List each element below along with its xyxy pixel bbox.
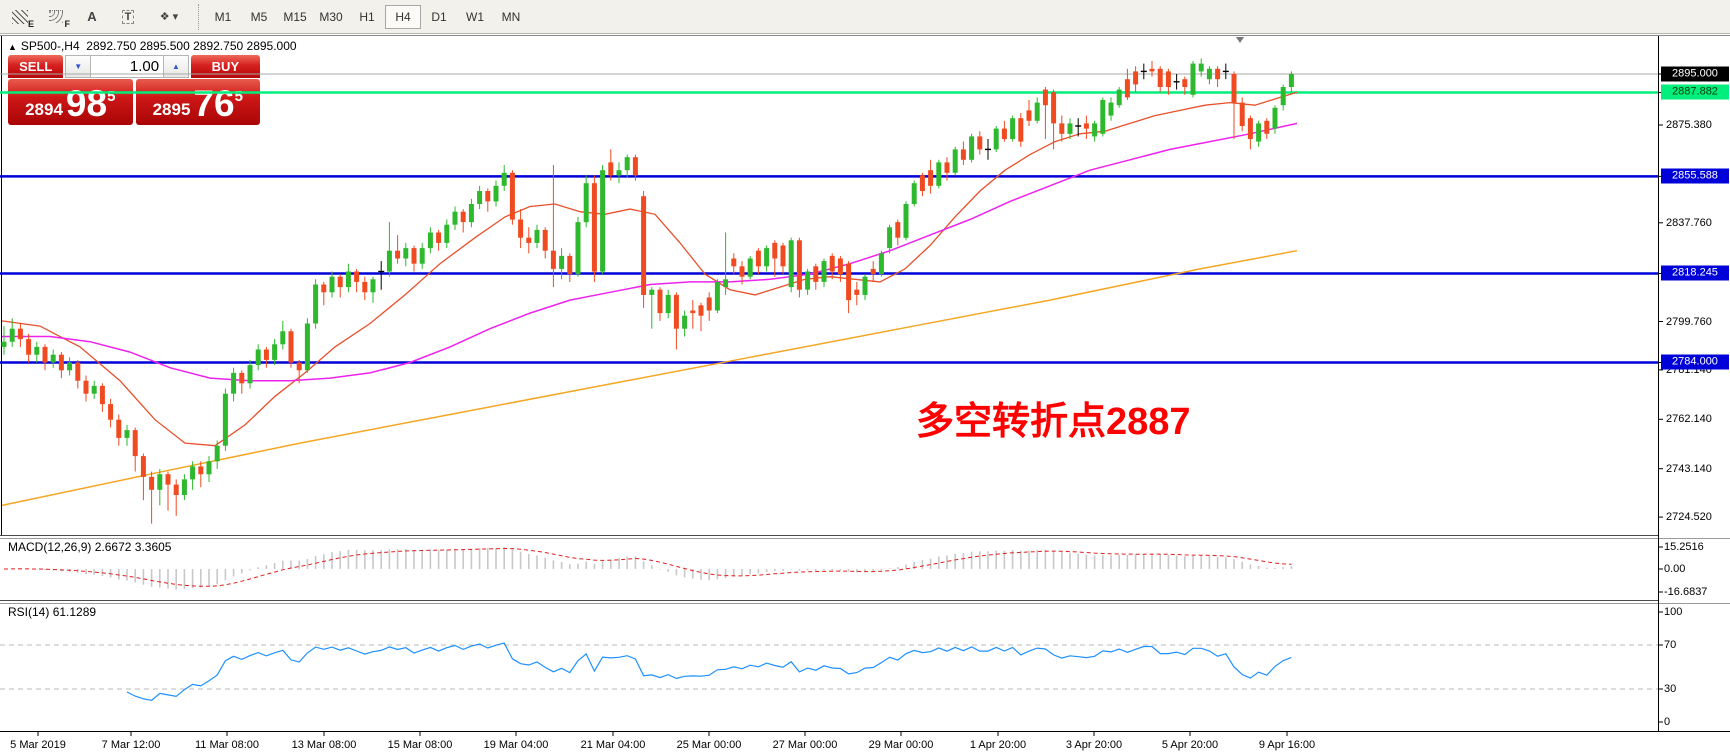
time-tick-label: 15 Mar 08:00	[387, 739, 453, 751]
sell-price-stem: 2894	[25, 100, 63, 119]
grid-f-icon[interactable]: F	[40, 4, 72, 30]
toolbar-separator	[198, 3, 199, 30]
volume-up-button[interactable]: ▲	[163, 55, 189, 78]
macd-axis-label: 0.00	[1664, 563, 1686, 575]
timeframe-button-mn[interactable]: MN	[501, 9, 521, 24]
time-tick-label: 29 Mar 00:00	[868, 739, 934, 751]
price-tick-label: 2875.380	[1666, 118, 1712, 131]
time-tick-label: 13 Mar 08:00	[291, 739, 357, 751]
sell-price-sup: 5	[107, 88, 116, 105]
text-box-icon[interactable]: T	[112, 4, 144, 30]
macd-value: 2.6672	[94, 540, 132, 554]
time-tick-label: 19 Mar 04:00	[483, 739, 549, 751]
top-toolbar: E F A T ❖ ▾ M1 M5 M15 M30 H1 H4 D1 W1 MN	[0, 0, 1730, 34]
timeframe-bar: M1 M5 M15 M30 H1 H4 D1 W1 MN	[205, 4, 529, 29]
chart-ohlc-header: ▲ SP500-,H4 2892.750 2895.500 2892.750 28…	[8, 39, 297, 53]
symbol-label: SP500-,H4	[20, 39, 80, 53]
timeframe-button-m15[interactable]: M15	[283, 9, 307, 24]
timeframe-button-m1[interactable]: M1	[214, 9, 232, 24]
macd-axis-label: -16.6837	[1664, 586, 1708, 598]
rsi-axis-label: 100	[1664, 606, 1683, 618]
time-tick-label: 21 Mar 04:00	[580, 739, 646, 751]
cursor-tool-icon[interactable]: ❖ ▾	[159, 11, 179, 23]
macd-axis-label: 15.2516	[1664, 541, 1704, 553]
timeframe-button-d1[interactable]: D1	[431, 9, 447, 24]
buy-price-stem: 2895	[152, 100, 191, 119]
chart-window: ▲ SP500-,H4 2892.750 2895.500 2892.750 28…	[0, 34, 1730, 755]
price-line-tag: 2887.882	[1661, 84, 1729, 100]
timeframe-button-m30[interactable]: M30	[319, 9, 343, 24]
price-tick-label: 2724.520	[1666, 511, 1712, 524]
timeframe-button-h4[interactable]: H4	[385, 4, 421, 29]
rsi-axis-label: 70	[1664, 639, 1677, 651]
buy-price-big: 76	[193, 83, 235, 124]
sell-price-box[interactable]: 2894 98 5	[8, 79, 133, 125]
price-line-tag: 2895.000	[1661, 66, 1729, 82]
time-tick-label: 9 Apr 16:00	[1258, 739, 1316, 751]
time-tick-label: 27 Mar 00:00	[772, 739, 838, 751]
macd-signal-value: 3.3605	[134, 540, 172, 554]
time-tick-label: 5 Mar 2019	[10, 739, 66, 751]
timeframe-button-m5[interactable]: M5	[250, 9, 268, 24]
macd-pane-label: MACD(12,26,9) 2.6672 3.3605	[8, 540, 172, 554]
timeframe-button-w1[interactable]: W1	[466, 9, 484, 24]
hatch-e-icon[interactable]: E	[4, 4, 36, 30]
timeframe-button-h1[interactable]: H1	[359, 9, 375, 24]
price-tick-label: 2743.140	[1666, 462, 1712, 475]
price-line-tag: 2855.588	[1661, 168, 1729, 184]
time-tick-label: 3 Apr 20:00	[1065, 739, 1123, 751]
buy-price-box[interactable]: 2895 76 5	[135, 79, 260, 125]
rsi-axis-label: 30	[1664, 683, 1677, 695]
time-tick-label: 25 Mar 00:00	[676, 739, 742, 751]
price-tick-label: 2762.140	[1666, 413, 1712, 426]
rsi-axis-label: 0	[1664, 716, 1671, 728]
price-tick-label: 2799.760	[1666, 315, 1712, 328]
time-tick-label: 7 Mar 12:00	[101, 739, 161, 751]
price-line-tag: 2784.000	[1661, 354, 1729, 370]
sell-button[interactable]: SELL	[8, 55, 64, 78]
rsi-value: 61.1289	[52, 605, 97, 619]
buy-button[interactable]: BUY	[190, 55, 260, 78]
chart-text-annotation[interactable]: 多空转折点2887	[916, 401, 1191, 443]
time-tick-label: 1 Apr 20:00	[969, 739, 1027, 751]
ohlc-open: 2892.750	[86, 39, 137, 53]
sell-price-big: 98	[65, 83, 108, 124]
collapse-arrow-icon[interactable]: ▲	[8, 42, 17, 52]
volume-down-button[interactable]: ▼	[65, 55, 92, 78]
time-tick-label: 5 Apr 20:00	[1161, 739, 1219, 751]
time-tick-label: 11 Mar 08:00	[194, 739, 260, 751]
buy-price-sup: 5	[234, 88, 243, 105]
text-label-icon[interactable]: A	[87, 9, 97, 24]
volume-input[interactable]	[91, 55, 164, 78]
ohlc-close: 2895.000	[246, 39, 297, 53]
ohlc-low: 2892.750	[193, 39, 244, 53]
price-line-tag: 2818.245	[1661, 265, 1729, 281]
ohlc-high: 2895.500	[139, 39, 190, 53]
rsi-pane-label: RSI(14) 61.1289	[8, 605, 97, 619]
price-tick-label: 2837.760	[1666, 216, 1712, 229]
